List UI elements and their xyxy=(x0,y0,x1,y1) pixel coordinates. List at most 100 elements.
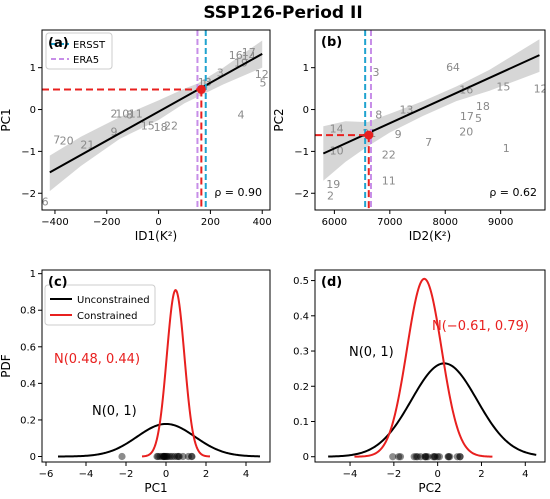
panel-c: N(0.48, 0.44) N(0, 1) Unconstrained Constra… xyxy=(0,269,271,495)
x-tick-label: −400 xyxy=(41,217,68,228)
rug-point xyxy=(118,452,126,461)
model-point-label: 4 xyxy=(237,109,244,122)
rug-point xyxy=(421,453,429,461)
rug-point xyxy=(170,452,178,461)
correlation-text: ρ = 0.62 xyxy=(489,186,537,199)
y-tick-label: 0.2 xyxy=(293,382,309,393)
x-tick-label: −200 xyxy=(93,217,120,228)
model-point-label: 9 xyxy=(111,125,118,138)
rug-point xyxy=(163,452,171,461)
model-point-label: 5 xyxy=(475,112,482,125)
rug-point xyxy=(153,452,161,461)
x-tick-label: 2 xyxy=(478,469,484,480)
x-tick-label: 8000 xyxy=(433,217,458,228)
model-point-label: 12 xyxy=(534,83,548,96)
x-axis-label: ID1(K²) xyxy=(135,229,177,243)
x-tick-label: 4 xyxy=(522,469,528,480)
y-tick-label: 0.2 xyxy=(20,415,36,426)
rug-point xyxy=(456,453,464,461)
axes-frame xyxy=(314,269,546,463)
x-tick-label: −4 xyxy=(79,469,94,480)
model-point-label: 20 xyxy=(60,135,74,148)
model-point-label: 20 xyxy=(459,125,473,138)
model-point-label: 2 xyxy=(111,108,118,121)
constrained-distribution-label: N(−0.61, 0.79) xyxy=(432,319,529,334)
rug-point xyxy=(161,452,169,461)
legend-entry: Unconstrained xyxy=(77,295,150,306)
rug-point xyxy=(168,452,176,461)
x-tick-label: −6 xyxy=(39,469,54,480)
rug-point xyxy=(413,453,422,461)
regression-line xyxy=(49,52,263,174)
model-point-label: 9 xyxy=(395,128,402,141)
y-tick-label: 1 xyxy=(30,63,36,74)
rug-point xyxy=(173,452,181,461)
rug-point xyxy=(430,453,438,461)
model-point-label: 16 xyxy=(229,49,243,62)
rug-point xyxy=(175,452,183,461)
y-tick-label: −1 xyxy=(21,147,36,158)
legend-entry: ERSST xyxy=(73,40,106,51)
model-point-label: 22 xyxy=(382,148,396,161)
axes-frame xyxy=(41,269,271,463)
y-axis-label: PC2 xyxy=(272,108,286,131)
y-tick-label: 0 xyxy=(30,452,36,463)
rug-point xyxy=(188,452,196,461)
panel-label: (d) xyxy=(321,275,342,290)
confidence-band xyxy=(323,39,540,181)
rug-point xyxy=(456,453,464,461)
rug-point xyxy=(174,452,182,461)
figure-title: SSP126-Period II xyxy=(203,3,362,23)
model-point-label: 18 xyxy=(154,121,168,134)
panel-d: N(−0.61, 0.79) N(0, 1) −4 −2 0 2 4 0 0.1 0.2 0.3 0.… xyxy=(293,269,546,495)
model-point-label: 7 xyxy=(425,136,432,149)
model-point-label: 3 xyxy=(217,67,224,80)
rug-point xyxy=(396,453,405,461)
model-point-label: 4 xyxy=(453,61,460,74)
rug-point xyxy=(422,453,430,461)
unconstrained-distribution-label: N(0, 1) xyxy=(92,404,137,419)
rug-point xyxy=(410,453,418,461)
constrained-distribution-label: N(0.48, 0.44) xyxy=(54,352,140,367)
model-point-label: 10 xyxy=(115,108,129,121)
y-tick-label: 0.5 xyxy=(293,276,309,287)
x-tick-label: 400 xyxy=(253,217,272,228)
model-point-label: 18 xyxy=(476,100,490,113)
unconstrained-curve xyxy=(328,362,537,458)
x-tick-label: 9000 xyxy=(488,217,513,228)
y-tick-label: 1 xyxy=(303,63,309,74)
rug-point xyxy=(164,452,172,461)
x-tick-label: 0 xyxy=(434,469,440,480)
model-point-label: 2 xyxy=(327,189,334,202)
axes-frame xyxy=(41,29,271,211)
x-tick-label: 0 xyxy=(163,469,169,480)
rug-point xyxy=(395,453,403,461)
rug-point xyxy=(184,452,192,461)
x-tick-label: −2 xyxy=(386,469,401,480)
panel-label: (b) xyxy=(321,35,342,50)
rug-point xyxy=(158,452,166,461)
model-point-label: 8 xyxy=(375,109,382,122)
constrained-curve xyxy=(354,277,493,458)
rug-point xyxy=(412,453,420,461)
rug-point xyxy=(429,453,437,461)
model-point-label: 8 xyxy=(126,109,133,122)
rug-point xyxy=(389,453,397,461)
y-axis-label: PC1 xyxy=(0,108,13,131)
model-point-label: 6 xyxy=(446,61,453,74)
legend-entry: Constrained xyxy=(77,311,137,322)
axes-frame xyxy=(314,29,546,211)
rug-point xyxy=(160,452,168,461)
rug-point xyxy=(188,452,196,461)
model-point-label: 1 xyxy=(503,142,510,155)
x-tick-label: 7000 xyxy=(377,217,402,228)
model-point-label: 19 xyxy=(326,178,340,191)
rug-point xyxy=(421,453,429,461)
panel-label: (a) xyxy=(48,36,69,51)
rug-point xyxy=(179,452,187,461)
model-point-label: 22 xyxy=(164,119,178,132)
model-point-label: 1 xyxy=(201,78,208,91)
y-tick-label: 0 xyxy=(303,452,309,463)
